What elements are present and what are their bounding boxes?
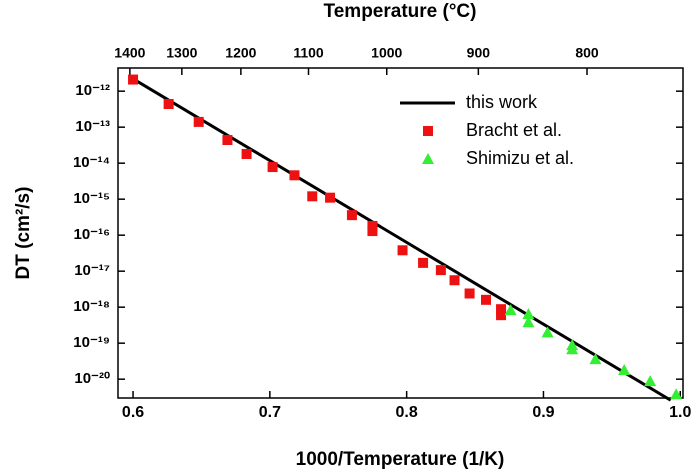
x-tick-label: 0.6 — [122, 404, 144, 421]
data-point — [367, 226, 378, 237]
data-point — [325, 192, 336, 203]
data-point — [128, 74, 139, 85]
y-tick-label: 10⁻¹³ — [75, 118, 110, 135]
data-point — [504, 304, 517, 316]
x-tick-label: 0.7 — [259, 404, 281, 421]
data-point — [522, 308, 535, 320]
y-tick-label: 10⁻¹⁸ — [73, 298, 110, 315]
data-point — [241, 148, 252, 159]
data-point — [163, 99, 174, 110]
data-point — [418, 257, 429, 268]
x2-tick-label: 1000 — [371, 45, 402, 61]
data-point — [222, 135, 233, 146]
x2-axis-label: Temperature (°C) — [324, 1, 477, 22]
y-tick-label: 10⁻²⁰ — [74, 370, 110, 387]
x2-tick-label: 1200 — [225, 45, 256, 61]
fit-line — [132, 77, 672, 402]
data-point — [670, 388, 683, 400]
y-tick-label: 10⁻¹⁶ — [73, 226, 110, 243]
data-point — [307, 191, 318, 202]
data-point — [522, 316, 535, 328]
legend-label: Shimizu et al. — [466, 148, 574, 168]
data-point — [644, 375, 657, 387]
data-point — [367, 220, 378, 231]
data-point — [449, 275, 460, 286]
legend-swatch — [422, 153, 434, 164]
legend-swatch — [423, 126, 433, 136]
data-point — [193, 116, 204, 127]
y-axis-label: DT (cm²/s) — [13, 187, 34, 280]
x-axis-label: 1000/Temperature (1/K) — [296, 449, 505, 470]
legend-label: this work — [466, 92, 538, 112]
data-point — [289, 170, 300, 181]
data-point — [464, 288, 475, 299]
plot-frame — [117, 67, 684, 399]
x2-tick-label: 800 — [575, 45, 599, 61]
y-tick-label: 10⁻¹⁵ — [73, 190, 110, 207]
x-tick-label: 0.9 — [532, 404, 554, 421]
data-point — [435, 265, 446, 276]
data-point — [589, 353, 602, 365]
data-point — [541, 326, 554, 338]
data-point — [267, 162, 278, 173]
legend-label: Bracht et al. — [466, 120, 562, 140]
data-point — [566, 343, 579, 355]
x2-tick-label: 1300 — [166, 45, 197, 61]
data-point — [346, 210, 357, 221]
data-point — [496, 304, 507, 315]
x2-tick-label: 900 — [467, 45, 491, 61]
x-tick-label: 1.0 — [669, 404, 691, 421]
data-point — [618, 363, 631, 375]
x2-tick-label: 1100 — [293, 45, 324, 61]
y-tick-label: 10⁻¹⁹ — [73, 334, 110, 351]
data-point — [397, 245, 408, 256]
x-tick-label: 0.8 — [396, 404, 418, 421]
y-tick-label: 10⁻¹⁷ — [74, 262, 110, 279]
x2-tick-label: 1400 — [114, 45, 145, 61]
data-point — [481, 294, 492, 305]
y-tick-label: 10⁻¹⁴ — [73, 154, 110, 171]
y-tick-label: 10⁻¹² — [75, 82, 110, 99]
data-point — [496, 310, 507, 321]
